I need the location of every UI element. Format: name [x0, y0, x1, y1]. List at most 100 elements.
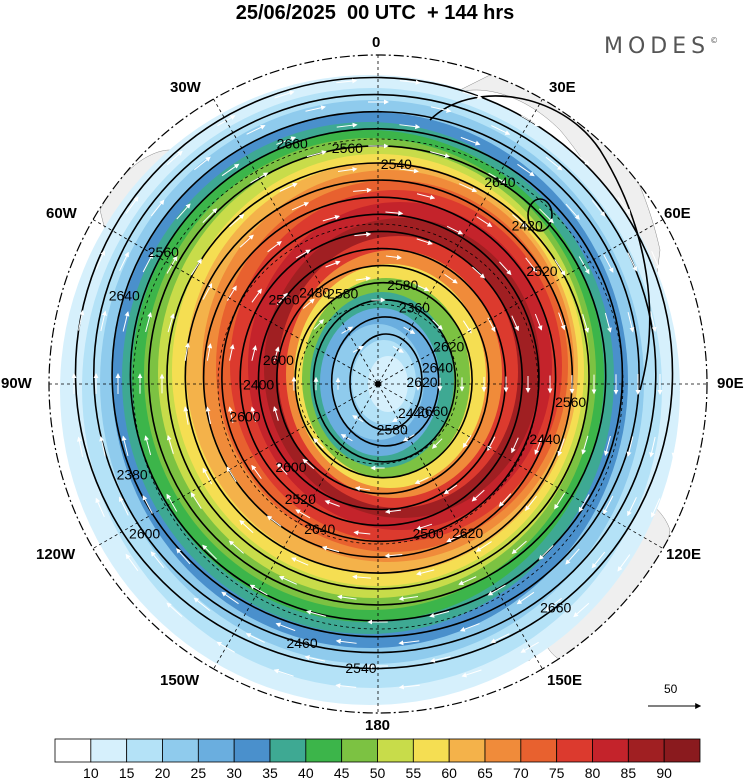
contour-label: 2640: [304, 521, 335, 537]
colorbar-tick-label: 70: [513, 765, 529, 781]
wind-vector-40: [325, 260, 341, 268]
contour-2440: [275, 264, 490, 495]
wind-vector-177: [193, 597, 211, 612]
wind-vector-28: [355, 276, 371, 282]
wind-vector-38: [251, 345, 257, 361]
wind-vector-90: [353, 187, 372, 193]
contour-label: 2640: [422, 359, 453, 375]
wind-vector-101: [337, 594, 357, 600]
wind-vector-77: [557, 438, 565, 457]
wind-vector-221: [573, 151, 590, 166]
wind-vector-218: [399, 79, 421, 85]
wind-vector-155: [122, 311, 130, 332]
contour-2520: [202, 196, 557, 559]
colorbar-tick-label: 80: [584, 765, 601, 781]
wind-vector-194: [650, 311, 657, 332]
wind-speed-shading: [60, 75, 680, 705]
wind-vector-115: [554, 259, 566, 276]
colorbar-tick-label: 15: [118, 765, 135, 781]
contour-label: 2560: [332, 140, 363, 156]
wind-vector-112: [399, 168, 419, 174]
colorbar-cell-2: [126, 738, 163, 763]
wind-vector-55: [354, 231, 372, 237]
wind-vector-93: [525, 257, 538, 273]
wind-vector-189: [430, 106, 452, 113]
wind-vector-47: [415, 523, 433, 531]
graticule: [49, 55, 707, 713]
wind-vector-82: [291, 557, 309, 566]
wind-vector-104: [190, 492, 202, 509]
wind-vector-36: [276, 462, 288, 475]
wind-vector-168: [649, 436, 656, 458]
contour-label: 2660: [417, 403, 448, 419]
wind-vector-19: [432, 319, 443, 331]
contour-2600: [129, 127, 624, 622]
wind-vector-11: [403, 326, 416, 334]
wind-vector-124: [306, 609, 326, 617]
wind-vector-71: [322, 214, 341, 222]
wind-vector-163: [517, 163, 535, 177]
wind-vector-128: [144, 435, 152, 456]
wind-vector-110: [279, 183, 298, 192]
wind-vector-201: [461, 669, 482, 678]
wind-vector-142: [626, 436, 634, 457]
wind-vector-72: [385, 210, 404, 216]
wind-vector-29: [415, 284, 430, 292]
colorbar-tick-label: 55: [405, 765, 422, 781]
wind-vector-88: [239, 234, 254, 248]
wind-vector-26: [273, 346, 280, 362]
wind-vector-206: [166, 602, 183, 617]
wind-vector-54: [295, 249, 311, 259]
wind-vector-159: [276, 136, 297, 145]
wind-vector-65: [266, 515, 282, 527]
wind-vector-107: [167, 313, 175, 333]
wind-vector-125: [249, 584, 268, 596]
colorbar: [54, 738, 701, 763]
wind-vector-205: [216, 641, 235, 653]
wind-vector-58: [511, 315, 519, 332]
wind-vector-127: [166, 493, 178, 512]
brand-logo: MODES©: [604, 34, 719, 59]
reference-vector-label: 50: [664, 682, 678, 696]
wind-vector-51: [228, 406, 234, 424]
wind-vector-42: [444, 273, 458, 284]
wind-vector-211: [78, 310, 85, 331]
contour-2360: [349, 333, 423, 431]
wind-vector-157: [176, 203, 191, 220]
wind-vector-134: [306, 150, 327, 158]
wind-vector-67: [205, 406, 211, 424]
wind-vector-103: [228, 540, 244, 554]
wind-vector-185: [194, 156, 211, 171]
wind-vector-162: [460, 136, 481, 146]
wind-vector-113: [459, 183, 478, 193]
contour-2660-arc: [429, 95, 651, 391]
wind-vector-91: [416, 193, 436, 200]
wind-vector-184: [150, 199, 165, 217]
wind-vector-202: [398, 684, 420, 690]
wind-vector-223: [651, 251, 661, 271]
wind-vector-33: [443, 484, 458, 495]
contour-label: 2600: [129, 526, 160, 542]
wind-vector-130: [145, 312, 153, 332]
wind-vector-49: [295, 509, 311, 519]
colorbar-cell-15: [592, 738, 629, 763]
wind-vector-78: [525, 495, 537, 511]
wind-vector-22: [414, 477, 429, 484]
wind-vector-121: [487, 584, 506, 596]
wind-vector-73: [446, 225, 464, 235]
wind-vector-118: [603, 436, 611, 456]
wind-vector-48: [353, 530, 371, 536]
contour-label: 2600: [275, 459, 306, 475]
lon-label-150w: 150W: [160, 672, 200, 689]
wind-vector-24: [302, 458, 315, 470]
wind-vector-197: [650, 498, 661, 518]
wind-vector-87: [202, 282, 213, 300]
contour-2620: [111, 110, 640, 638]
wind-vector-149: [275, 622, 296, 632]
wind-vector-192: [591, 200, 606, 217]
wind-vector-213: [125, 196, 139, 214]
wind-vector-196: [671, 437, 678, 458]
colorbar-cell-10: [412, 738, 450, 763]
wind-vector-17: [313, 319, 325, 330]
